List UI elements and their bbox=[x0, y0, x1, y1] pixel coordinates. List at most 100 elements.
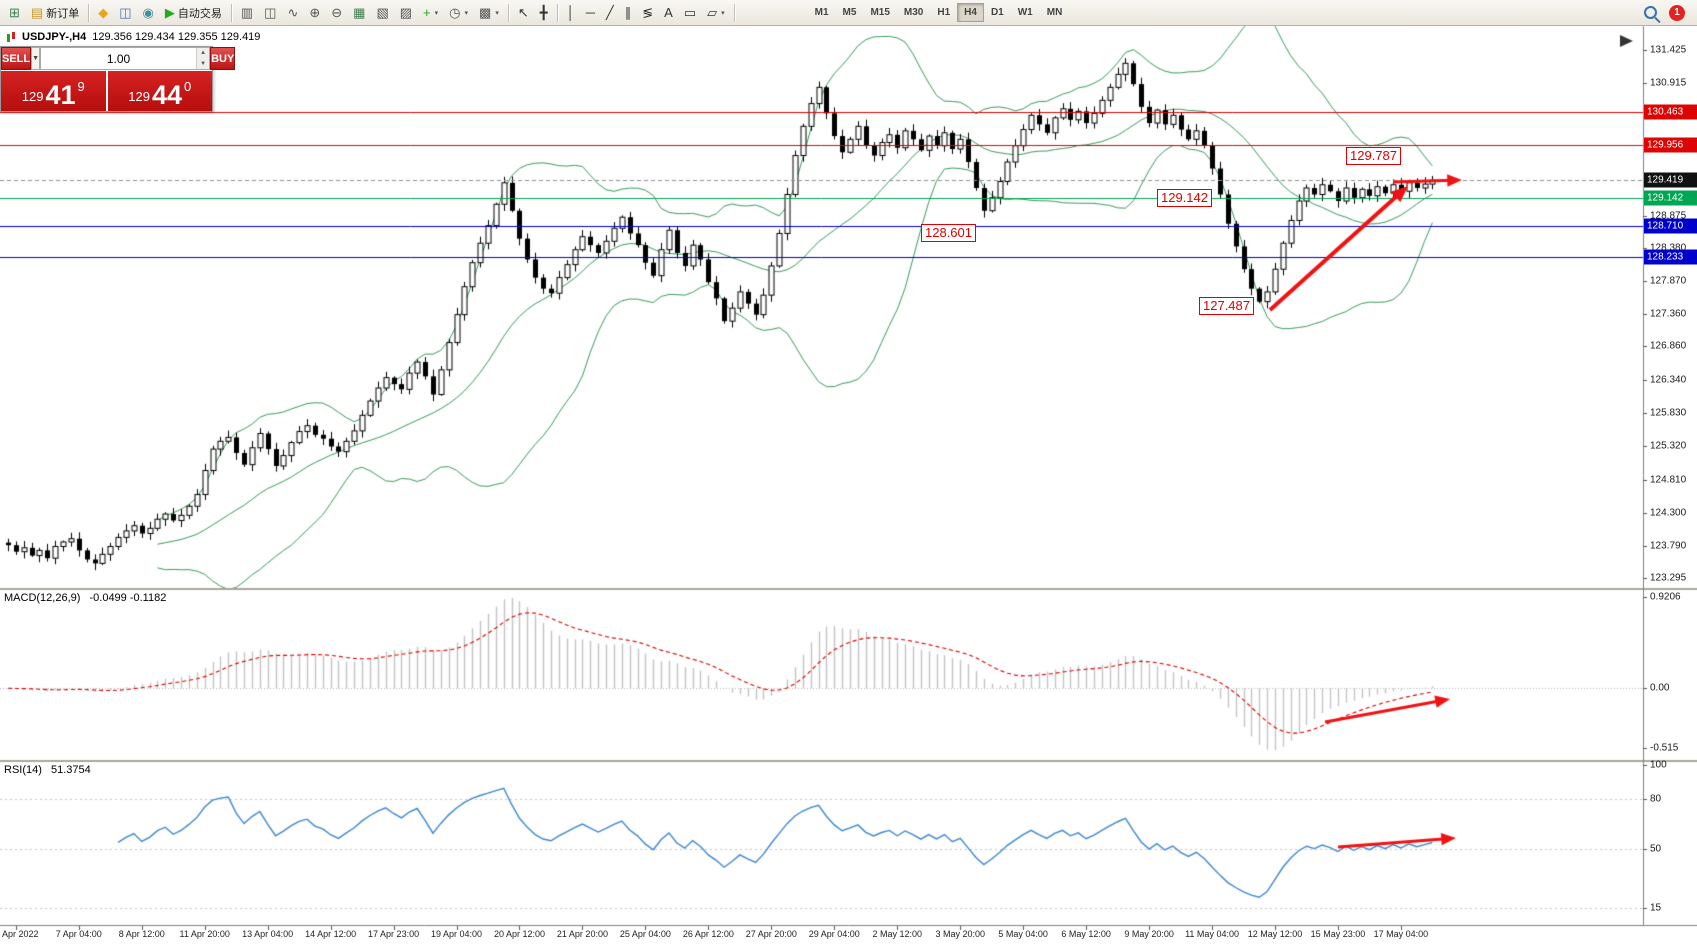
line-chart-type-button[interactable]: ∿ bbox=[282, 2, 303, 24]
price-annotation-128.601[interactable]: 128.601 bbox=[921, 224, 976, 242]
shapes-button[interactable]: ▱ ▾ bbox=[702, 2, 730, 24]
time-axis-label: 11 May 04:00 bbox=[1185, 929, 1239, 939]
bar-chart-type-icon: ▥ bbox=[240, 5, 254, 20]
price-axis-tick: 128.380 bbox=[1650, 242, 1687, 254]
notification-badge[interactable]: 1 bbox=[1669, 4, 1685, 21]
chart-shift-icon: ▨ bbox=[399, 5, 413, 20]
trendline-icon: ╱ bbox=[605, 5, 614, 20]
price-annotation-127.487[interactable]: 127.487 bbox=[1199, 297, 1254, 315]
timeframe-h1-button[interactable]: H1 bbox=[937, 7, 951, 18]
timeframe-m30-button[interactable]: M30 bbox=[903, 7, 924, 18]
new-order-button[interactable]: ▤ 新订单 bbox=[26, 2, 84, 24]
text-label-button[interactable]: ▭ bbox=[679, 2, 701, 24]
volume-dropdown-button[interactable]: ▼ bbox=[31, 47, 41, 70]
new-chart-button[interactable]: ⊞ bbox=[4, 2, 25, 24]
timeframe-m15-button[interactable]: M15 bbox=[870, 7, 890, 18]
fibonacci-icon: ≶ bbox=[642, 5, 654, 20]
volume-up-icon[interactable]: ▲ bbox=[197, 48, 210, 59]
templates-icon: ▩ bbox=[479, 5, 492, 20]
buy-price-display[interactable]: 129 44 0 bbox=[107, 71, 212, 111]
crosshair-button[interactable]: ╋ bbox=[535, 2, 553, 24]
new-order-button-label: 新订单 bbox=[46, 7, 80, 20]
chart-shift-button[interactable]: ▨ bbox=[395, 2, 417, 24]
macd-indicator-label: MACD(12,26,9) -0.0499 -0.1182 bbox=[4, 592, 166, 604]
timeframe-m1-button[interactable]: M1 bbox=[814, 7, 829, 18]
time-axis-label: 14 Apr 12:00 bbox=[305, 929, 357, 939]
autotrading-button[interactable]: ▶ 自动交易 bbox=[160, 2, 227, 24]
zoom-out-button[interactable]: ⊖ bbox=[326, 2, 347, 24]
sell-price-display[interactable]: 129 41 9 bbox=[1, 71, 106, 111]
templates-button[interactable]: ▩ ▾ bbox=[474, 2, 504, 24]
horizontal-line-button[interactable]: ─ bbox=[581, 2, 600, 24]
market-button[interactable]: ◫ bbox=[114, 2, 136, 24]
macd-axis-max: 0.9206 bbox=[1650, 591, 1681, 603]
timeframe-h4-button[interactable]: H4 bbox=[957, 3, 984, 22]
time-axis-label: 17 May 04:00 bbox=[1373, 929, 1429, 939]
text-button[interactable]: A bbox=[659, 2, 678, 24]
community-icon: ◉ bbox=[142, 5, 154, 20]
community-button[interactable]: ◉ bbox=[138, 2, 159, 24]
shapes-icon: ▱ bbox=[707, 5, 718, 20]
sell-button[interactable]: SELL bbox=[1, 47, 32, 70]
timeframe-w1-button[interactable]: W1 bbox=[1017, 7, 1033, 18]
tile-windows-button[interactable]: ▦ bbox=[348, 2, 370, 24]
cursor-button[interactable]: ↖ bbox=[513, 2, 534, 24]
price-tag-129.142: 129.142 bbox=[1644, 190, 1697, 206]
price-axis-tick: 125.320 bbox=[1650, 440, 1687, 452]
price-annotation-129.142[interactable]: 129.142 bbox=[1157, 189, 1212, 207]
price-annotation-129.787[interactable]: 129.787 bbox=[1346, 147, 1401, 165]
timeframe-mn-button[interactable]: MN bbox=[1046, 7, 1063, 18]
one-click-trading-widget: SELL ▼ ▲ ▼ BUY 129 41 9 129 bbox=[0, 46, 236, 112]
vertical-line-icon: │ bbox=[566, 5, 575, 20]
rsi-name: RSI(14) bbox=[4, 764, 42, 776]
rsi-current-value: 51.3754 bbox=[50, 764, 91, 776]
macd-current-values: -0.0499 -0.1182 bbox=[89, 592, 167, 604]
timeframe-d1-button[interactable]: D1 bbox=[990, 7, 1004, 18]
dropdown-caret-icon: ▾ bbox=[464, 9, 469, 17]
rsi-axis-50: 50 bbox=[1650, 843, 1662, 855]
volume-down-icon[interactable]: ▼ bbox=[197, 58, 210, 69]
volume-input[interactable] bbox=[41, 48, 197, 69]
price-tag-130.463: 130.463 bbox=[1644, 104, 1697, 120]
time-axis-label: 17 Apr 23:00 bbox=[368, 929, 420, 939]
vertical-line-button[interactable]: │ bbox=[562, 2, 580, 24]
time-axis-label: 5 May 04:00 bbox=[998, 929, 1048, 939]
autotrading-icon: ▶ bbox=[164, 5, 175, 20]
price-axis-tick: 124.300 bbox=[1650, 507, 1687, 519]
time-axis-label: 25 Apr 04:00 bbox=[619, 929, 671, 939]
periods-button[interactable]: ◷ ▾ bbox=[444, 2, 473, 24]
new-chart-icon: ⊞ bbox=[9, 5, 20, 20]
time-axis-label: Apr 2022 bbox=[2, 929, 39, 939]
zoom-in-icon: ⊕ bbox=[309, 5, 321, 20]
zoom-in-button[interactable]: ⊕ bbox=[304, 2, 325, 24]
symbol-candles-icon bbox=[6, 31, 16, 43]
time-axis-label: 15 May 23:00 bbox=[1310, 929, 1366, 939]
price-axis-tick: 123.295 bbox=[1650, 572, 1687, 584]
time-axis-label: 27 Apr 20:00 bbox=[745, 929, 797, 939]
price-axis-tick: 128.875 bbox=[1650, 210, 1687, 222]
metaeditor-button[interactable]: ◆ bbox=[93, 2, 113, 24]
channel-button[interactable]: ∥ bbox=[620, 2, 637, 24]
candlestick-chart-type-button[interactable]: ◫ bbox=[259, 2, 281, 24]
price-axis-tick: 131.425 bbox=[1650, 44, 1687, 56]
search-icon[interactable] bbox=[1644, 6, 1657, 19]
text-icon: A bbox=[664, 5, 673, 20]
timeframe-m5-button[interactable]: M5 bbox=[842, 7, 857, 18]
dropdown-caret-icon: ▾ bbox=[721, 9, 725, 17]
fibonacci-button[interactable]: ≶ bbox=[637, 2, 658, 24]
sell-price-sup: 9 bbox=[77, 79, 85, 94]
dropdown-caret-icon: ▾ bbox=[495, 9, 499, 17]
trendline-button[interactable]: ╱ bbox=[601, 2, 619, 24]
indicators-button[interactable]: + ▾ bbox=[418, 2, 443, 24]
bar-chart-type-button[interactable]: ▥ bbox=[236, 2, 258, 24]
auto-arrange-button[interactable]: ▧ bbox=[371, 2, 393, 24]
symbol-header: USDJPY-,H4 129.356 129.434 129.355 129.4… bbox=[6, 31, 260, 43]
channel-icon: ∥ bbox=[624, 5, 632, 20]
toolbar-right: 1 bbox=[1644, 4, 1693, 21]
line-chart-type-icon: ∿ bbox=[287, 5, 299, 20]
buy-button[interactable]: BUY bbox=[210, 47, 236, 70]
crosshair-icon: ╋ bbox=[539, 5, 548, 20]
time-axis-label: 11 Apr 20:00 bbox=[179, 929, 230, 939]
